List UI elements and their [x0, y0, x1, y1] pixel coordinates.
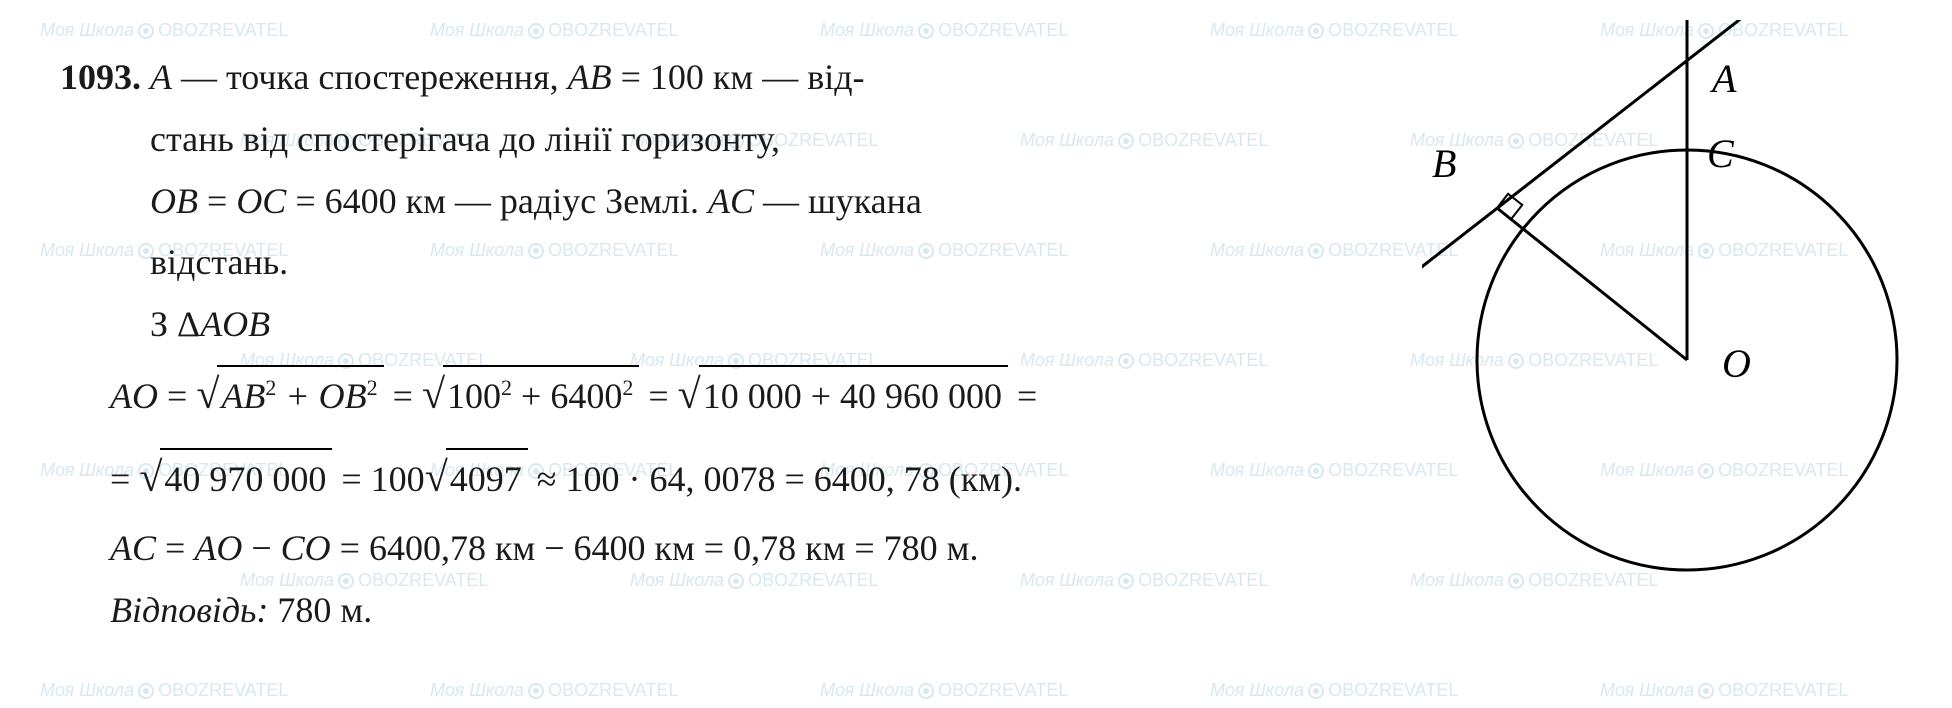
- geometry-diagram: A B C O: [1422, 20, 1902, 580]
- problem-number: 1093.: [60, 57, 141, 97]
- label-B: B: [1432, 140, 1456, 187]
- line-3: OB = OC = 6400 км — радіус Землі. AC — ш…: [60, 174, 1440, 230]
- label-C: C: [1707, 130, 1734, 177]
- line-2: стань від спостерігача до лінії горизонт…: [60, 112, 1440, 168]
- line-1: 1093. A — точка спостереження, AB = 100 …: [60, 50, 1440, 106]
- line-4: відстань.: [60, 235, 1440, 291]
- answer-line: Відповідь: 780 м.: [60, 583, 1440, 639]
- diagram-svg: [1422, 20, 1902, 580]
- equation-3: AC = AO − CO = 6400,78 км − 6400 км = 0,…: [60, 521, 1440, 577]
- answer-value: 780 м.: [268, 590, 372, 630]
- equation-1: AO = √AB2 + OB2 = √1002 + 64002 = √10 00…: [60, 363, 1440, 428]
- line-5: З ΔAOB: [60, 297, 1440, 353]
- label-O: O: [1722, 340, 1751, 387]
- equation-2: = √40 970 000 = 100√4097 ≈ 100 · 64, 007…: [60, 446, 1440, 511]
- answer-label: Відповідь:: [110, 590, 268, 630]
- problem-text: 1093. A — точка спостереження, AB = 100 …: [0, 0, 1500, 639]
- label-A: A: [1712, 55, 1736, 102]
